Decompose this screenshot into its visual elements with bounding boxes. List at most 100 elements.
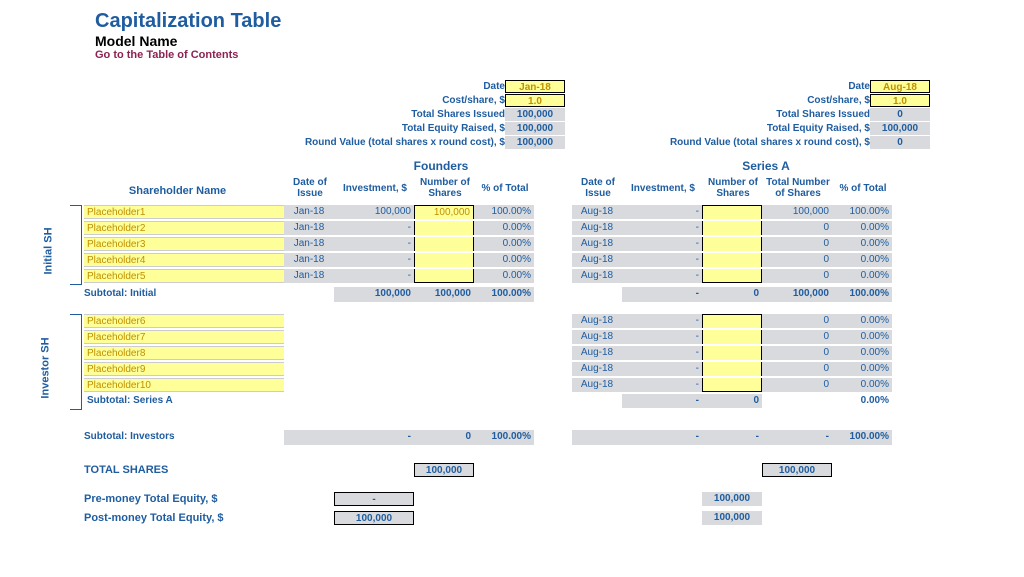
post-money-label: Post-money Total Equity, $ [40,512,284,524]
label-date-b: Date [605,81,870,92]
cell-a-inv: - [334,237,414,251]
cell-b-tot: 0 [762,314,832,328]
col-b-num: Number of Shares [703,175,763,201]
cell-a-pct: 0.00% [474,221,534,235]
round-name-headers: Founders Series A [40,159,1014,173]
sub-sa-b-inv: - [622,394,702,408]
cell-b-num[interactable] [702,362,762,376]
cell-b-num[interactable] [702,253,762,267]
cell-b-date: Aug-18 [572,221,622,235]
cell-a-num[interactable] [414,221,474,235]
val-cost-a[interactable]: 1.0 [505,94,565,107]
shareholder-name[interactable]: Placeholder9 [84,362,284,376]
cell-b-num[interactable] [702,314,762,328]
toc-link[interactable]: Go to the Table of Contents [40,49,1014,61]
subtotal-series-a-label: Subtotal: Series A [84,394,284,408]
col-a-inv: Investment, $ [335,175,415,201]
cell-b-num[interactable] [702,346,762,360]
cell-b-date: Aug-18 [572,314,622,328]
cell-b-num[interactable] [702,330,762,344]
cell-b-inv: - [622,314,702,328]
si-b-pct: 100.00% [832,430,892,445]
cell-a-num[interactable] [414,269,474,283]
cell-b-tot: 0 [762,269,832,283]
col-b-pct: % of Total [833,175,893,201]
cell-b-tot: 0 [762,346,832,360]
si-a-num: 0 [414,430,474,445]
vlabel-initial: Initial SH [40,205,70,285]
section-investor: Investor SH Placeholder6Aug-18-00.00%Pla… [40,314,1014,410]
cell-b-tot: 0 [762,362,832,376]
cell-b-num[interactable] [702,205,762,219]
val-equity-a: 100,000 [505,122,565,135]
cell-a-num[interactable] [414,237,474,251]
label-cost-a: Cost/share, $ [300,95,505,106]
subtotal-initial-a-num: 100,000 [414,287,474,302]
shareholder-name[interactable]: Placeholder10 [84,378,284,392]
cell-b-date: Aug-18 [572,346,622,360]
label-equity-a: Total Equity Raised, $ [300,123,505,134]
pre-money-label: Pre-money Total Equity, $ [40,493,284,505]
cell-b-inv: - [622,362,702,376]
shareholder-name[interactable]: Placeholder3 [84,237,284,251]
val-shares-b: 0 [870,108,930,121]
label-roundval-b: Round Value (total shares x round cost),… [605,137,870,148]
shareholder-name[interactable]: Placeholder6 [84,314,284,328]
cell-b-num[interactable] [702,237,762,251]
val-date-b[interactable]: Aug-18 [870,80,930,93]
cell-a-inv: - [334,269,414,283]
total-shares-b: 100,000 [762,463,832,477]
cell-b-inv: - [622,205,702,219]
cell-b-pct: 0.00% [832,253,892,267]
val-roundval-b: 0 [870,136,930,149]
val-equity-b: 100,000 [870,122,930,135]
cell-b-inv: - [622,269,702,283]
cell-b-inv: - [622,221,702,235]
shareholder-name[interactable]: Placeholder5 [84,269,284,283]
cell-b-inv: - [622,237,702,251]
cell-b-num[interactable] [702,221,762,235]
cell-b-inv: - [622,330,702,344]
val-cost-b[interactable]: 1.0 [870,94,930,107]
table-row: Placeholder2Jan-18-0.00%Aug-18-00.00% [84,221,1014,236]
subtotal-initial-a-pct: 100.00% [474,287,534,302]
cell-b-date: Aug-18 [572,362,622,376]
val-date-a[interactable]: Jan-18 [505,80,565,93]
subtotal-initial-b-num: 0 [702,287,762,302]
round-summary: Date Jan-18 Date Aug-18 Cost/share, $ 1.… [40,79,1014,149]
table-row: Placeholder9Aug-18-00.00% [84,362,1014,377]
cell-b-pct: 100.00% [832,205,892,219]
sub-sa-b-tot [762,394,832,408]
cell-b-date: Aug-18 [572,330,622,344]
cell-b-date: Aug-18 [572,205,622,219]
cell-b-pct: 0.00% [832,330,892,344]
col-a-num: Number of Shares [415,175,475,201]
label-shares-a: Total Shares Issued [300,109,505,120]
cell-b-num[interactable] [702,269,762,283]
shareholder-name[interactable]: Placeholder2 [84,221,284,235]
table-row: Placeholder10Aug-18-00.00% [84,378,1014,393]
table-row: Placeholder8Aug-18-00.00% [84,346,1014,361]
cell-a-num[interactable] [414,253,474,267]
section-initial: Initial SH Placeholder1Jan-18100,000100,… [40,205,1014,285]
si-b-num: - [702,430,762,445]
shareholder-name[interactable]: Placeholder1 [84,205,284,219]
round-b-name: Series A [605,159,927,173]
cell-a-pct: 0.00% [474,237,534,251]
model-name: Model Name [40,33,1014,49]
cell-b-date: Aug-18 [572,237,622,251]
shareholder-name[interactable]: Placeholder8 [84,346,284,360]
shareholder-name[interactable]: Placeholder7 [84,330,284,344]
cell-b-tot: 0 [762,237,832,251]
col-shareholder: Shareholder Name [40,175,285,201]
cell-b-num[interactable] [702,378,762,392]
subtotal-initial: Subtotal: Initial 100,000 100,000 100.00… [40,287,1014,302]
cell-a-num[interactable]: 100,000 [414,205,474,219]
cell-b-tot: 0 [762,330,832,344]
cell-b-tot: 0 [762,253,832,267]
cell-b-inv: - [622,378,702,392]
val-roundval-a: 100,000 [505,136,565,149]
cell-b-inv: - [622,346,702,360]
shareholder-name[interactable]: Placeholder4 [84,253,284,267]
vlabel-investor: Investor SH [40,314,70,410]
